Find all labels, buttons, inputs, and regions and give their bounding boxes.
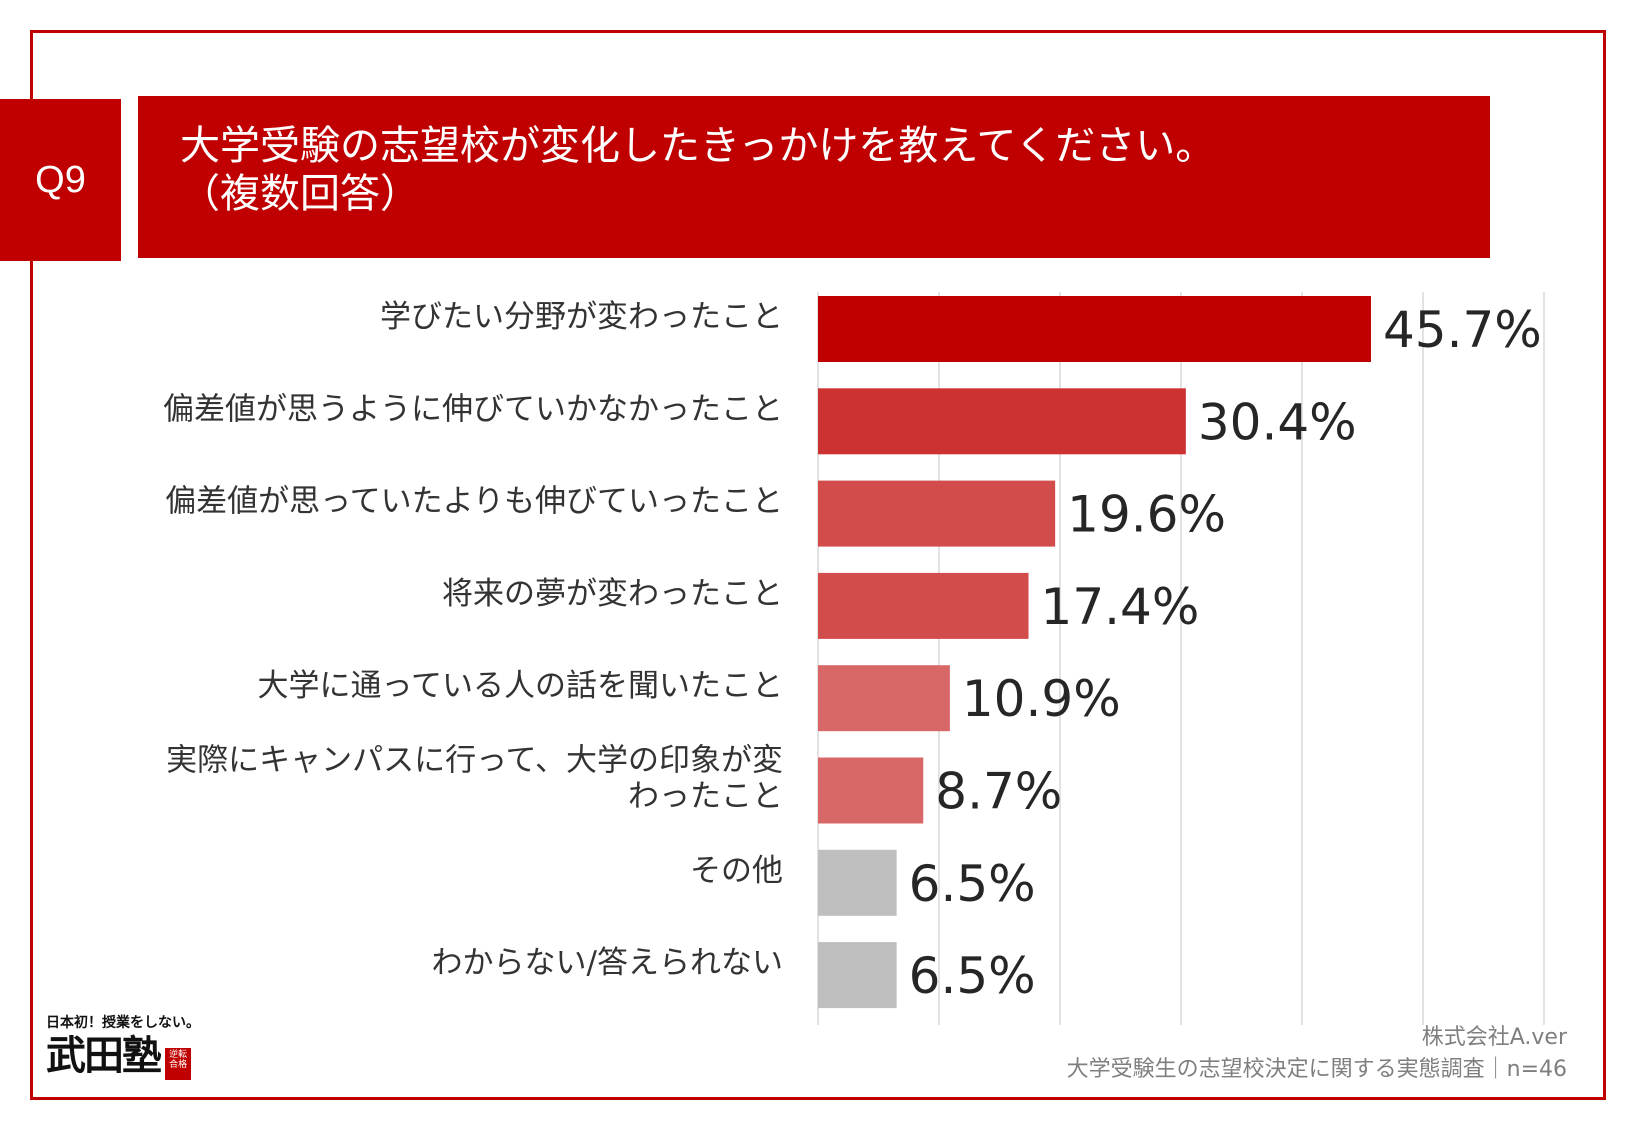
data-label: 10.9% [962, 670, 1121, 728]
question-number: Q9 [35, 158, 86, 201]
bar [818, 480, 1056, 547]
category-label: 偏差値が思うように伸びていかなかったこと [163, 391, 783, 427]
logo-tagline: 日本初！授業をしない。 [46, 1015, 200, 1031]
source-survey: 大学受験生の志望校決定に関する実態調査｜n=46 [1066, 1057, 1567, 1082]
source-company: 株式会社A.ver [1421, 1025, 1567, 1050]
bar [818, 942, 897, 1009]
category-label: 実際にキャンパスに行って、大学の印象が変わったこと [166, 743, 783, 815]
bar [818, 388, 1186, 455]
question-title-banner: 大学受験の志望校が変化したきっかけを教えてください。 （複数回答） [138, 96, 1490, 258]
category-label: 偏差値が思っていたよりも伸びていったこと [165, 484, 783, 520]
logo-brand: 武田塾 [46, 1032, 162, 1079]
logo-stamp: 逆転合格 [165, 1048, 192, 1080]
source-note: 株式会社A.ver 大学受験生の志望校決定に関する実態調査｜n=46 [1067, 1022, 1567, 1086]
category-label-line: わからない/答えられない [432, 945, 783, 981]
question-number-badge: Q9 [0, 99, 121, 261]
question-title: 大学受験の志望校が変化したきっかけを教えてください。 [180, 123, 1216, 169]
category-label: 学びたい分野が変わったこと [380, 299, 783, 335]
data-label: 30.4% [1198, 393, 1357, 451]
data-label: 6.5% [909, 855, 1036, 913]
data-label: 45.7% [1383, 301, 1542, 359]
bar [818, 757, 924, 824]
category-label: 将来の夢が変わったこと [442, 576, 783, 612]
logo: 日本初！授業をしない。 武田塾 逆転合格 [46, 1012, 206, 1088]
bar [818, 849, 897, 916]
category-label-line: 実際にキャンパスに行って、大学の印象が変 [166, 743, 783, 779]
category-label-line: 偏差値が思っていたよりも伸びていったこと [165, 484, 783, 520]
bar [818, 572, 1029, 639]
data-label: 6.5% [909, 947, 1036, 1005]
question-title-note: （複数回答） [180, 171, 420, 217]
data-label: 8.7% [935, 763, 1062, 821]
bar [818, 296, 1371, 362]
data-label: 19.6% [1067, 486, 1226, 544]
category-label: 大学に通っている人の話を聞いたこと [258, 668, 783, 704]
category-label-line: 将来の夢が変わったこと [442, 576, 783, 612]
category-label-line: わったこと [628, 779, 783, 815]
category-label-line: 大学に通っている人の話を聞いたこと [258, 668, 783, 704]
bar [818, 665, 950, 732]
category-label-line: その他 [690, 853, 783, 889]
data-label: 17.4% [1041, 578, 1200, 636]
outer-frame [30, 30, 1606, 1100]
category-label: わからない/答えられない [432, 945, 783, 981]
category-label: その他 [690, 853, 783, 889]
category-label-line: 偏差値が思うように伸びていかなかったこと [163, 391, 783, 427]
category-label-line: 学びたい分野が変わったこと [380, 299, 783, 335]
